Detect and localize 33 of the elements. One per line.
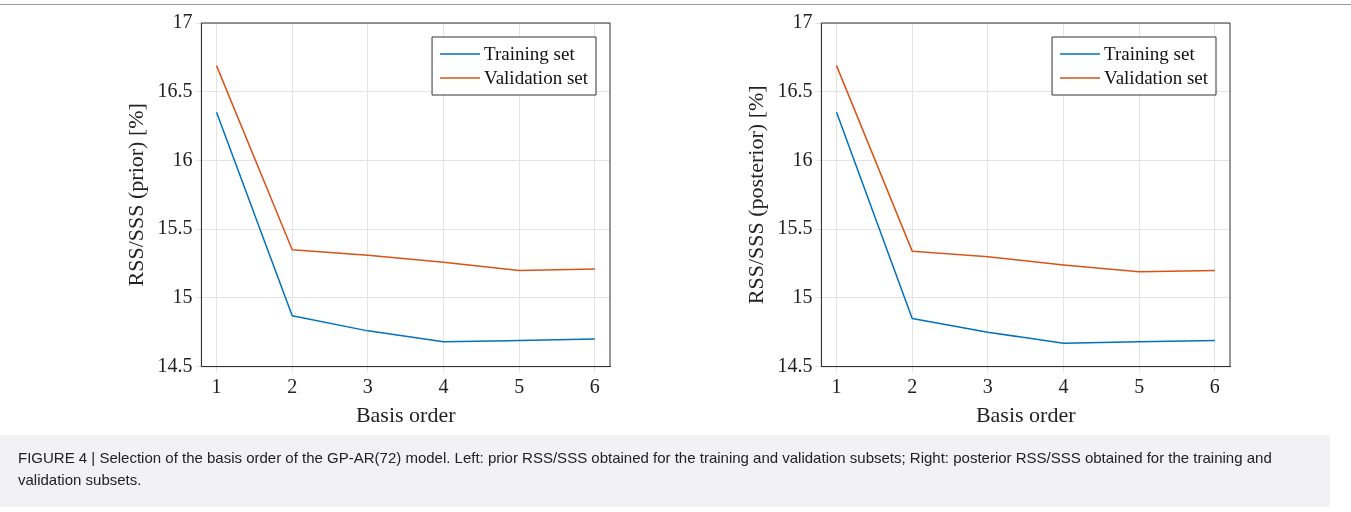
y-tick-label: 16.5 bbox=[157, 78, 193, 101]
y-tick-label: 16 bbox=[792, 147, 813, 170]
x-tick-label: 5 bbox=[514, 374, 525, 397]
x-tick-label: 2 bbox=[907, 374, 918, 397]
y-tick-label: 17 bbox=[172, 10, 193, 33]
x-tick-label: 1 bbox=[211, 374, 222, 397]
x-axis-title: Basis order bbox=[355, 401, 457, 427]
x-axis-title: Basis order bbox=[975, 401, 1077, 427]
y-tick-label: 14.5 bbox=[157, 353, 193, 376]
x-tick-label: 4 bbox=[438, 374, 449, 397]
y-tick-label: 16 bbox=[172, 147, 193, 170]
legend-label: Training set bbox=[484, 42, 576, 64]
x-tick-label: 2 bbox=[287, 374, 298, 397]
y-tick-label: 15.5 bbox=[157, 216, 193, 239]
y-tick-label: 16.5 bbox=[777, 78, 813, 101]
x-tick-label: 6 bbox=[589, 374, 600, 397]
x-tick-label: 3 bbox=[362, 374, 373, 397]
legend-label: Validation set bbox=[484, 66, 589, 88]
x-tick-label: 5 bbox=[1134, 374, 1145, 397]
y-tick-label: 15 bbox=[792, 285, 813, 308]
x-tick-label: 4 bbox=[1058, 374, 1069, 397]
legend-label: Validation set bbox=[1104, 66, 1209, 88]
y-tick-label: 14.5 bbox=[777, 353, 813, 376]
y-tick-label: 17 bbox=[792, 10, 813, 33]
y-tick-label: 15.5 bbox=[777, 216, 813, 239]
y-axis-title: RSS/SSS (posterior) [%] bbox=[742, 85, 768, 305]
x-tick-label: 3 bbox=[982, 374, 993, 397]
legend-label: Training set bbox=[1104, 42, 1196, 64]
y-axis-title: RSS/SSS (prior) [%] bbox=[122, 103, 148, 287]
x-tick-label: 6 bbox=[1209, 374, 1220, 397]
caption: FIGURE 4 | Selection of the basis order of the GP-AR(72) model. Left: prior RSS/SSS obtained for the training and validation subsets; Right: posterior RSS/SSS obtained for the training and validation subsets. bbox=[0, 435, 1330, 507]
x-tick-label: 1 bbox=[831, 374, 842, 397]
y-tick-label: 15 bbox=[172, 285, 193, 308]
